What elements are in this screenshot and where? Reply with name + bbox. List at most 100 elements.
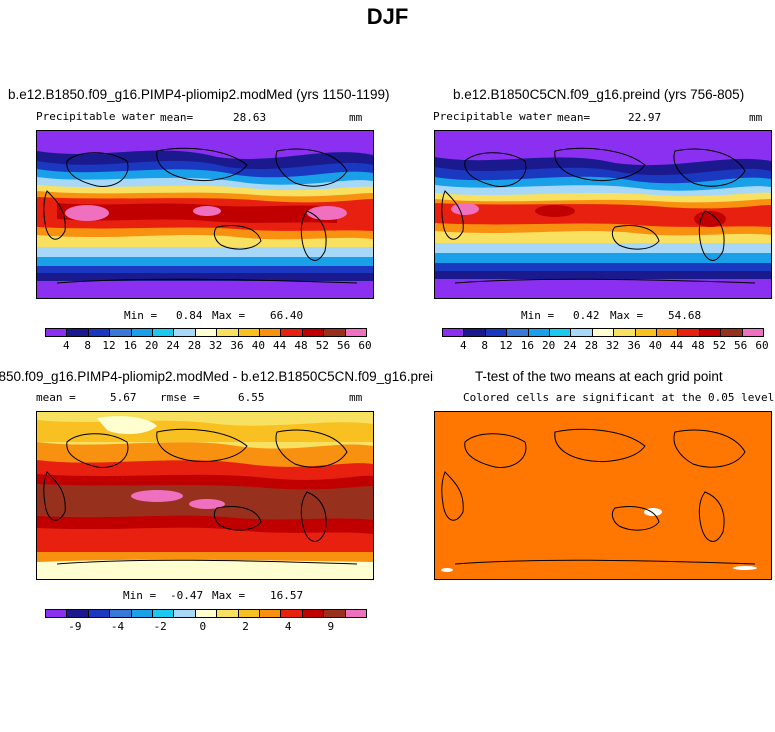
panel1-colorbar-tick-label: 36 xyxy=(230,339,244,352)
panel2-min-label: Min = xyxy=(521,309,555,322)
panel3-colorbar-tick-label: -2 xyxy=(153,620,167,633)
panel1-colorbar-swatch xyxy=(345,329,367,336)
panel1-colorbar-tick-label: 12 xyxy=(102,339,116,352)
panel2-colorbar xyxy=(442,328,764,337)
panel2-colorbar-tick-label: 60 xyxy=(755,339,769,352)
panel2-colorbar-swatch xyxy=(485,329,508,336)
panel1-colorbar-swatch xyxy=(131,329,154,336)
panel1-colorbar-swatch xyxy=(110,329,132,336)
panel3-colorbar-swatch xyxy=(131,610,154,617)
panel1-colorbar-swatch xyxy=(238,329,261,336)
panel2-colorbar-swatch xyxy=(657,329,679,336)
panel1-map xyxy=(36,130,374,299)
panel1-colorbar-swatch xyxy=(67,329,89,336)
page-title: DJF xyxy=(366,4,409,29)
panel3-colorbar-swatch xyxy=(217,610,239,617)
panel3-colorbar-swatch xyxy=(324,610,346,617)
panel3-max-label: Max = xyxy=(212,589,246,602)
panel3-colorbar-swatch xyxy=(195,610,218,617)
panel2-min-value: 0.42 xyxy=(573,309,600,322)
panel4-subtitle: Colored cells are significant at the 0.0… xyxy=(463,391,775,404)
panel2-colorbar-tick-label: 8 xyxy=(481,339,488,352)
panel2-colorbar-tick-label: 4 xyxy=(460,339,467,352)
panel2-title: b.e12.B1850C5CN.f09_g16.preind (yrs 756-… xyxy=(453,87,745,102)
panel2-colorbar-swatch xyxy=(571,329,593,336)
panel2-colorbar-swatch xyxy=(721,329,743,336)
panel2-mean-value: 22.97 xyxy=(628,111,662,124)
panel2-colorbar-swatch xyxy=(550,329,572,336)
panel1-max-value: 66.40 xyxy=(270,309,304,322)
panel2-colorbar-tick-label: 40 xyxy=(648,339,662,352)
panel1-colorbar-tick-label: 56 xyxy=(337,339,351,352)
panel2-colorbar-tick-label: 36 xyxy=(627,339,641,352)
panel2-colorbar-tick-label: 24 xyxy=(563,339,577,352)
panel3-min-value: -0.47 xyxy=(170,589,204,602)
panel2-variable: Precipitable water xyxy=(433,110,553,123)
panel1-colorbar-tick-label: 40 xyxy=(251,339,265,352)
panel2-colorbar-swatch xyxy=(699,329,722,336)
panel1-colorbar-swatch xyxy=(174,329,196,336)
panel2-colorbar-tick-label: 56 xyxy=(734,339,748,352)
panel1-mean-label: mean= xyxy=(160,111,194,124)
panel1-colorbar-tick-label: 28 xyxy=(187,339,201,352)
panel1-colorbar-swatch xyxy=(195,329,218,336)
panel3-colorbar-swatch xyxy=(345,610,367,617)
panel3-colorbar-tick-label: 9 xyxy=(327,620,335,633)
panel3-units: mm xyxy=(349,391,363,404)
panel3-min-label: Min = xyxy=(123,589,157,602)
panel1-variable: Precipitable water xyxy=(36,110,156,123)
panel3-colorbar-swatch xyxy=(88,610,111,617)
panel3-colorbar-swatch xyxy=(67,610,89,617)
panel3-colorbar-tick-label: -9 xyxy=(68,620,82,633)
panel2-colorbar-tick-label: 44 xyxy=(670,339,684,352)
panel2-colorbar-ticks: 4 8 12 16 20 24 28 32 36 40 44 48 52 56 60 xyxy=(442,339,769,353)
panel3-title: b.e12.B1850.f09_g16.PIMP4-pliomip2.modMe… xyxy=(0,369,434,384)
panel3-colorbar-swatch xyxy=(110,610,132,617)
panel1-colorbar-swatch xyxy=(153,329,175,336)
panel3-colorbar-swatch xyxy=(302,610,325,617)
panel1-field xyxy=(37,131,373,298)
panel2-colorbar-swatch xyxy=(443,329,465,336)
panel3-colorbar-ticks: -9 -4 -2 0 2 4 9 xyxy=(45,620,365,634)
panel2-colorbar-swatch xyxy=(464,329,486,336)
panel3-colorbar-swatch xyxy=(46,610,68,617)
panel1-max-label: Max = xyxy=(212,309,246,322)
panel2-map xyxy=(434,130,772,299)
panel2-field xyxy=(435,131,771,298)
panel1-mean-value: 28.63 xyxy=(233,111,267,124)
panel4-field xyxy=(435,412,771,579)
panel1-min-label: Min = xyxy=(124,309,158,322)
panel1-colorbar-tick-label: 32 xyxy=(209,339,223,352)
panel3-colorbar-tick-label: -4 xyxy=(110,620,125,633)
panel3-colorbar-swatch xyxy=(238,610,261,617)
panel2-colorbar-swatch xyxy=(635,329,658,336)
panel2-colorbar-tick-label: 32 xyxy=(606,339,620,352)
panel1-colorbar-tick-label: 52 xyxy=(315,339,329,352)
panel2-colorbar-tick-label: 20 xyxy=(542,339,556,352)
panel2-colorbar-swatch xyxy=(592,329,615,336)
panel3-colorbar-swatch xyxy=(174,610,196,617)
panel1-colorbar-swatch xyxy=(217,329,239,336)
panel1-min-value: 0.84 xyxy=(176,309,203,322)
panel1-colorbar-tick-label: 44 xyxy=(273,339,287,352)
panel1-colorbar-tick-label: 4 xyxy=(63,339,70,352)
panel3-colorbar-swatch xyxy=(260,610,282,617)
panel1-colorbar-swatch xyxy=(281,329,303,336)
panel2-mean-label: mean= xyxy=(557,111,591,124)
panel4-map xyxy=(434,411,772,580)
panel2-colorbar-tick-label: 48 xyxy=(691,339,705,352)
panel2-colorbar-swatch xyxy=(528,329,551,336)
panel1-colorbar-tick-label: 8 xyxy=(84,339,91,352)
panel3-colorbar-swatch xyxy=(153,610,175,617)
panel2-colorbar-swatch xyxy=(678,329,700,336)
panel1-colorbar-tick-label: 48 xyxy=(294,339,308,352)
panel1-colorbar-swatch xyxy=(46,329,68,336)
panel2-units: mm xyxy=(749,111,763,124)
panel2-colorbar-swatch xyxy=(614,329,636,336)
panel3-mean-value: 5.67 xyxy=(110,391,137,404)
panel1-colorbar-swatch xyxy=(302,329,325,336)
panel1-colorbar-tick-label: 24 xyxy=(166,339,180,352)
panel3-colorbar-swatch xyxy=(281,610,303,617)
panel1-colorbar-swatch xyxy=(88,329,111,336)
panel3-colorbar-tick-label: 4 xyxy=(284,620,292,633)
